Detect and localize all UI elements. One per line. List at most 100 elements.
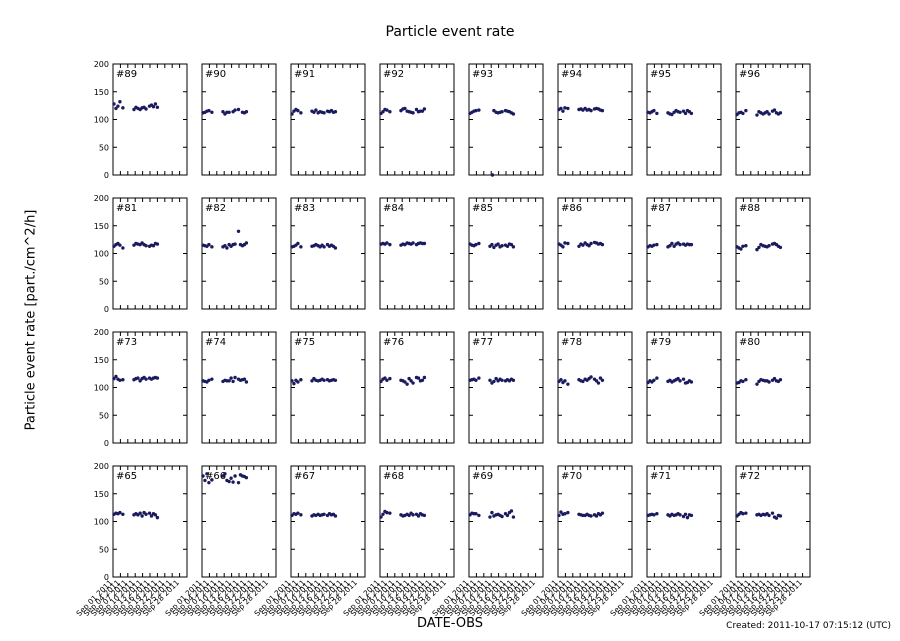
data-point bbox=[474, 378, 478, 382]
data-point bbox=[207, 108, 211, 113]
panel-label: #76 bbox=[383, 337, 404, 348]
data-point bbox=[683, 512, 688, 516]
data-point bbox=[689, 513, 694, 518]
data-point bbox=[385, 378, 389, 382]
panel-85: #85 bbox=[468, 197, 544, 310]
panel-frame bbox=[201, 331, 277, 444]
data-point bbox=[153, 513, 158, 517]
data-point bbox=[778, 111, 783, 115]
data-point bbox=[689, 242, 694, 247]
data-point bbox=[600, 108, 605, 113]
data-point bbox=[652, 243, 656, 247]
data-point bbox=[144, 512, 148, 516]
panel-label: #67 bbox=[294, 471, 315, 482]
panel-label: #95 bbox=[650, 69, 671, 80]
panel-label: #75 bbox=[294, 337, 315, 348]
data-point bbox=[299, 378, 303, 382]
panel-81: #81 0 50 100 150 200 bbox=[94, 194, 188, 314]
panel-90: #90 bbox=[201, 63, 277, 176]
data-point bbox=[296, 380, 300, 384]
panel-94: #94 bbox=[557, 63, 633, 176]
data-point bbox=[140, 514, 144, 518]
panel-frame bbox=[557, 197, 633, 310]
data-point bbox=[689, 111, 694, 116]
data-point bbox=[296, 511, 300, 515]
y-tick-label: 200 bbox=[94, 194, 109, 203]
panel-frame bbox=[468, 465, 544, 578]
data-point bbox=[755, 113, 759, 117]
data-point bbox=[559, 378, 563, 382]
data-point bbox=[233, 242, 237, 246]
data-point bbox=[244, 380, 249, 384]
panel-label: #65 bbox=[116, 471, 137, 482]
panel-86: #86 bbox=[557, 197, 633, 310]
data-point bbox=[207, 378, 211, 382]
data-point bbox=[778, 514, 783, 518]
data-point bbox=[765, 110, 769, 114]
data-point bbox=[244, 241, 249, 245]
panel-84: #84 bbox=[379, 197, 455, 310]
panel-80: #80 bbox=[735, 331, 811, 444]
panel-label: #87 bbox=[650, 203, 671, 214]
panel-frame bbox=[290, 63, 366, 176]
data-point bbox=[563, 379, 567, 383]
panel-83: #83 bbox=[290, 197, 366, 310]
data-point bbox=[772, 108, 777, 112]
y-tick-label: 100 bbox=[94, 250, 109, 259]
data-point bbox=[678, 513, 682, 517]
data-point bbox=[155, 105, 160, 109]
data-point bbox=[561, 245, 565, 249]
data-point bbox=[314, 108, 318, 112]
data-point bbox=[416, 376, 421, 380]
data-point bbox=[151, 105, 156, 109]
panel-frame bbox=[468, 331, 544, 444]
data-point bbox=[670, 112, 674, 117]
data-point bbox=[147, 511, 152, 515]
data-point bbox=[589, 375, 593, 379]
data-point bbox=[155, 515, 160, 520]
panel-label: #84 bbox=[383, 203, 404, 214]
data-point bbox=[511, 245, 516, 249]
data-point bbox=[322, 378, 326, 382]
created-timestamp: Created: 2011-10-17 07:15:12 (UTC) bbox=[726, 621, 891, 631]
data-point bbox=[381, 110, 385, 114]
data-point bbox=[652, 108, 656, 113]
data-point bbox=[411, 513, 415, 517]
panel-frame bbox=[557, 63, 633, 176]
data-point bbox=[420, 378, 425, 382]
panel-label: #91 bbox=[294, 69, 315, 80]
data-point bbox=[589, 108, 593, 113]
data-point bbox=[411, 241, 415, 245]
data-point bbox=[118, 100, 122, 104]
data-point bbox=[231, 379, 235, 384]
data-point bbox=[333, 378, 338, 382]
data-point bbox=[596, 381, 601, 385]
data-point bbox=[244, 110, 249, 114]
panel-label: #70 bbox=[561, 471, 582, 482]
data-point bbox=[500, 378, 504, 382]
data-point bbox=[594, 379, 599, 383]
y-tick-label: 50 bbox=[99, 277, 109, 286]
data-point bbox=[681, 109, 686, 113]
data-point bbox=[322, 512, 326, 516]
data-point bbox=[505, 244, 510, 248]
panel-76: #76 bbox=[379, 331, 455, 444]
panel-frame bbox=[379, 197, 455, 310]
panel-frame bbox=[290, 465, 366, 578]
y-tick-label: 50 bbox=[99, 143, 109, 152]
panel-95: #95 bbox=[646, 63, 722, 176]
y-tick-label: 0 bbox=[104, 439, 109, 448]
data-point bbox=[655, 376, 659, 380]
panel-frame bbox=[112, 465, 188, 578]
data-point bbox=[477, 241, 481, 246]
panel-79: #79 bbox=[646, 331, 722, 444]
data-point bbox=[566, 241, 570, 246]
panel-frame bbox=[735, 197, 811, 310]
data-point bbox=[772, 376, 777, 381]
data-point bbox=[500, 110, 504, 114]
panel-frame bbox=[735, 331, 811, 444]
data-point bbox=[138, 511, 142, 515]
y-tick-label: 50 bbox=[99, 411, 109, 420]
data-point bbox=[407, 513, 411, 518]
panel-frame bbox=[735, 465, 811, 578]
